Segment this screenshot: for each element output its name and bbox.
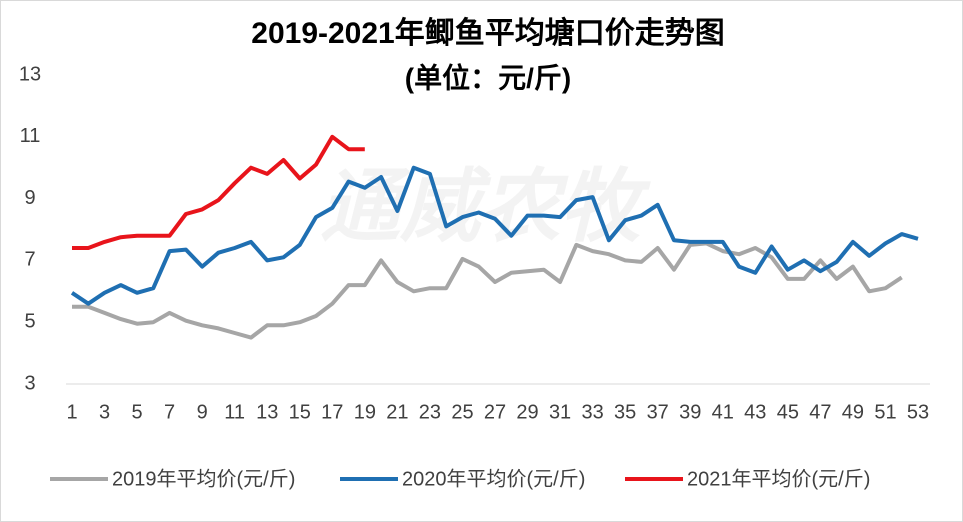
series-line bbox=[72, 241, 903, 340]
legend-label: 2021年平均价(元/斤) bbox=[687, 467, 870, 490]
x-tick-label: 43 bbox=[744, 401, 766, 423]
x-tick-label: 37 bbox=[647, 401, 669, 423]
x-tick-label: 27 bbox=[484, 401, 506, 423]
y-tick-label: 5 bbox=[24, 310, 35, 332]
x-tick-label: 13 bbox=[256, 401, 278, 423]
legend-label: 2020年平均价(元/斤) bbox=[402, 467, 585, 490]
legend-label: 2019年平均价(元/斤) bbox=[112, 467, 295, 490]
x-tick-label: 33 bbox=[581, 401, 603, 423]
x-tick-label: 7 bbox=[164, 401, 175, 423]
x-tick-label: 1 bbox=[66, 401, 77, 423]
series-line bbox=[70, 165, 919, 306]
x-tick-label: 47 bbox=[809, 401, 831, 423]
x-tick-label: 3 bbox=[99, 401, 110, 423]
x-tick-label: 51 bbox=[874, 401, 896, 423]
x-tick-label: 17 bbox=[321, 401, 343, 423]
x-tick-label: 15 bbox=[289, 401, 311, 423]
y-tick-label: 9 bbox=[24, 187, 35, 209]
x-tick-label: 11 bbox=[224, 401, 245, 423]
x-tick-label: 23 bbox=[419, 401, 441, 423]
x-tick-label: 19 bbox=[354, 401, 376, 423]
x-tick-label: 5 bbox=[132, 401, 143, 423]
x-tick-label: 25 bbox=[451, 401, 473, 423]
y-tick-label: 11 bbox=[20, 125, 41, 147]
x-tick-label: 45 bbox=[777, 401, 799, 423]
x-tick-label: 21 bbox=[386, 401, 408, 423]
x-tick-label: 9 bbox=[197, 401, 208, 423]
y-tick-label: 7 bbox=[24, 249, 35, 271]
y-tick-label: 3 bbox=[24, 372, 35, 394]
x-tick-label: 29 bbox=[516, 401, 538, 423]
x-tick-label: 41 bbox=[712, 401, 734, 423]
series-line bbox=[72, 134, 365, 250]
watermark: 通威农牧 bbox=[320, 162, 651, 251]
chart-subtitle: (单位：元/斤) bbox=[405, 61, 571, 93]
y-tick-label: 13 bbox=[19, 63, 41, 85]
x-tick-label: 53 bbox=[907, 401, 929, 423]
x-tick-label: 49 bbox=[842, 401, 864, 423]
x-tick-label: 35 bbox=[614, 401, 636, 423]
x-tick-label: 31 bbox=[549, 401, 571, 423]
x-tick-label: 39 bbox=[679, 401, 701, 423]
chart-title: 2019-2021年鲫鱼平均塘口价走势图 bbox=[251, 16, 724, 50]
